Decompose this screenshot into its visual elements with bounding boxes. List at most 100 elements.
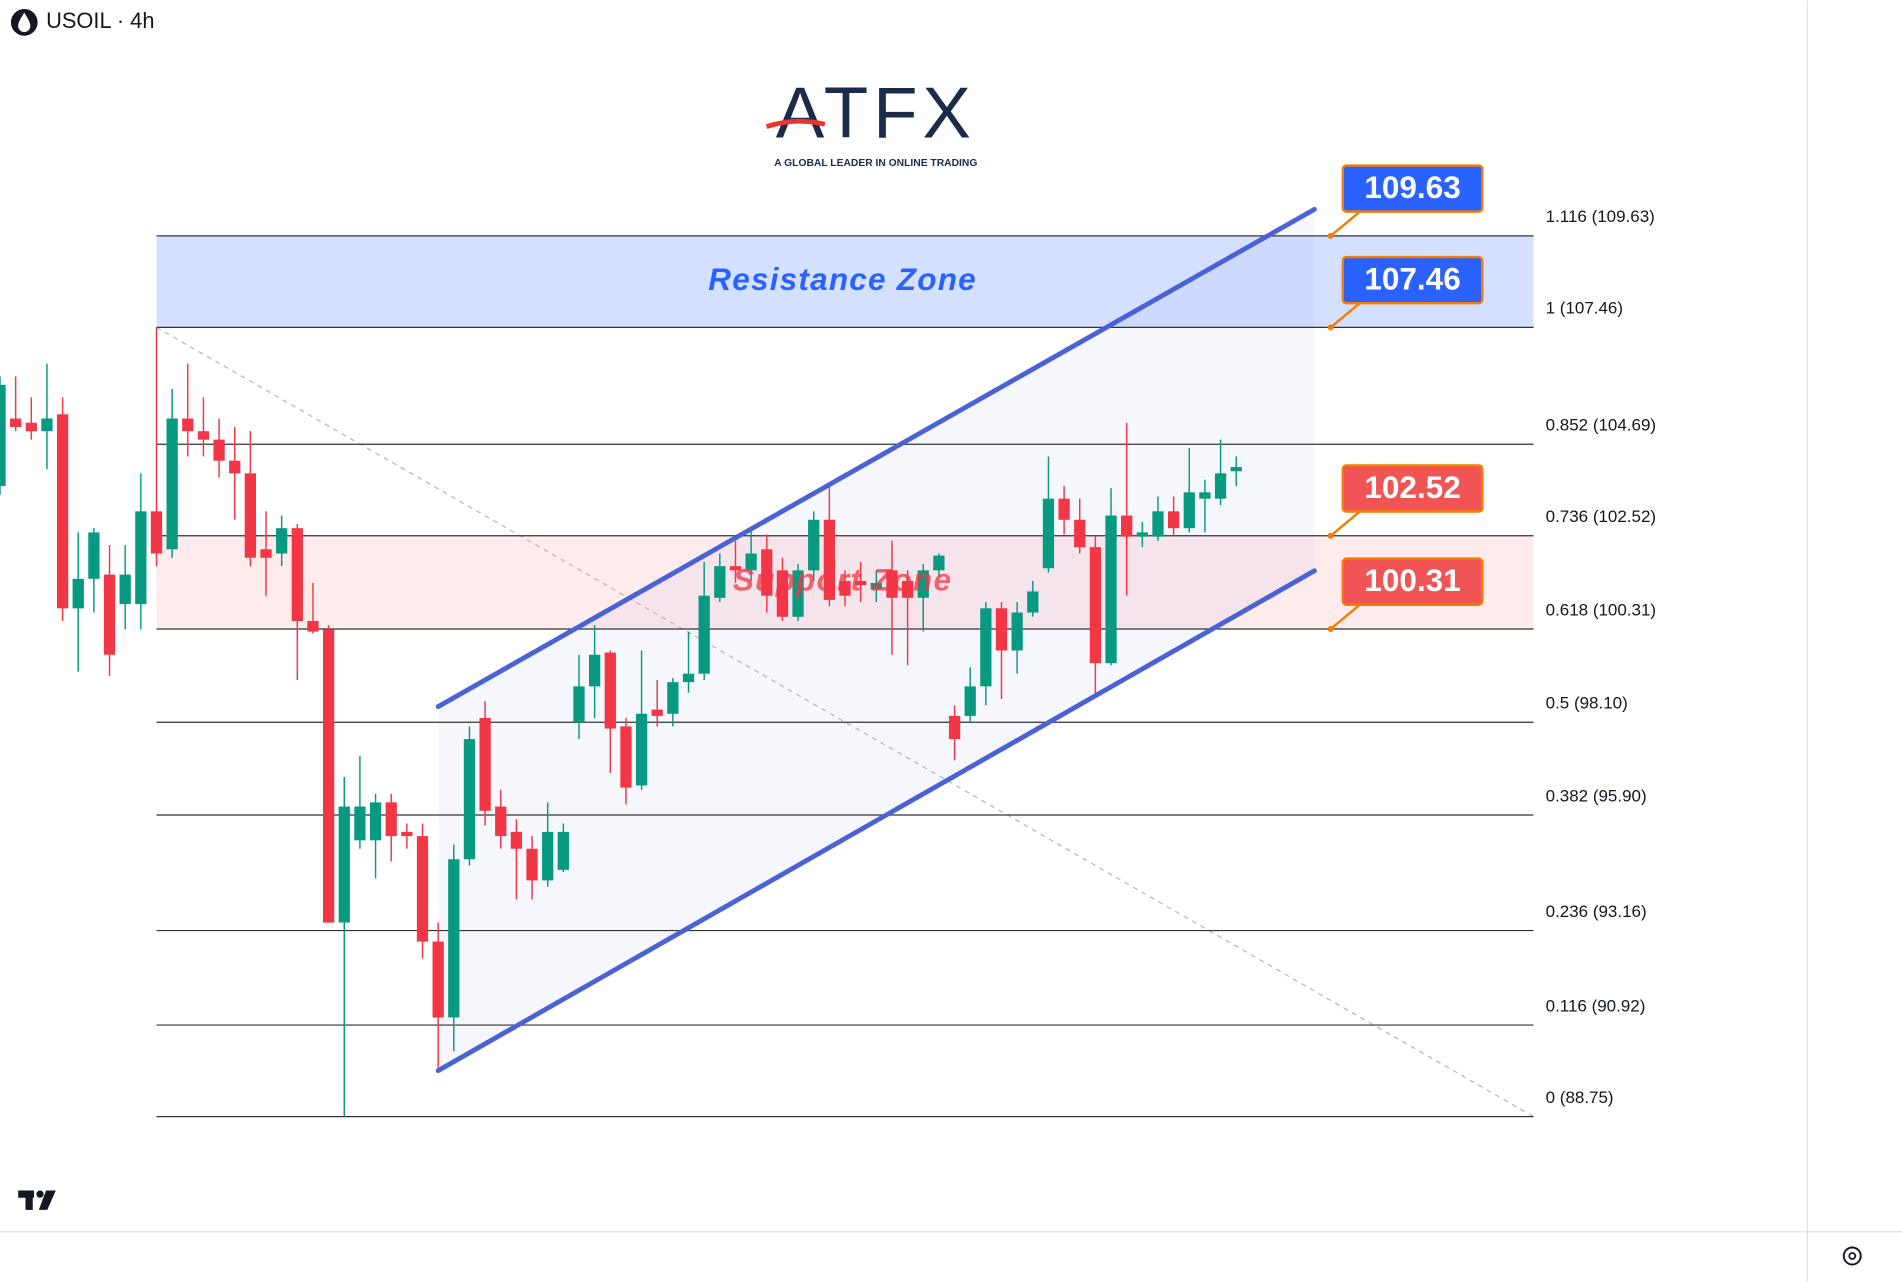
candle-body	[855, 580, 867, 586]
candle-body	[776, 570, 789, 617]
candle-body	[995, 608, 1008, 651]
candle-body	[1183, 492, 1195, 529]
candle-body	[651, 709, 663, 716]
candle-body	[1121, 515, 1133, 537]
candle-body	[792, 570, 804, 617]
logo-tagline: A GLOBAL LEADER IN ONLINE TRADING	[774, 158, 977, 169]
fib-label: 0 (88.75)	[1546, 1088, 1614, 1107]
candle-body	[604, 652, 616, 729]
candle-body	[260, 549, 272, 558]
candle-body	[432, 941, 444, 1018]
logo-swoosh	[765, 118, 826, 129]
candle-body	[213, 439, 225, 461]
channel-line	[435, 206, 1317, 710]
candle-body	[573, 686, 585, 723]
callout-box	[1341, 557, 1484, 606]
candle-body	[369, 802, 382, 841]
callout-anchor	[1327, 625, 1334, 633]
candle-body	[463, 739, 476, 860]
candle-body	[839, 580, 851, 596]
candle-body	[557, 831, 569, 870]
zone	[156, 235, 1534, 328]
candle-body	[307, 620, 319, 632]
candle-body	[682, 673, 695, 683]
fib-label: 1.116 (109.63)	[1546, 207, 1655, 226]
candle-body	[1152, 511, 1164, 537]
candle-body	[1167, 511, 1180, 529]
candle-body	[698, 595, 710, 674]
candle-body	[964, 686, 976, 716]
candle-body	[88, 532, 100, 579]
candle-body	[166, 418, 178, 550]
candle-body	[182, 418, 194, 432]
candle-body	[714, 566, 726, 598]
overlays: Resistance Zone Support Zone 1.116 (109.63…	[435, 164, 1656, 1107]
callout-label: 102.52	[1364, 469, 1460, 505]
channel-fill	[438, 209, 1315, 1071]
drop-icon	[18, 12, 31, 33]
candle-body	[1011, 612, 1023, 651]
channel-line	[435, 568, 1317, 1074]
fib-label: 0.5 (98.10)	[1546, 694, 1628, 713]
callout-label: 107.46	[1364, 261, 1460, 297]
tv-logo-part	[38, 1190, 56, 1210]
candle-body	[980, 608, 992, 687]
candle-body	[589, 654, 601, 687]
candle-body	[197, 431, 210, 440]
candle-body	[870, 583, 882, 590]
candle-body	[1136, 532, 1148, 537]
settings-icon[interactable]	[1842, 1246, 1862, 1266]
callout-connector	[1329, 210, 1361, 237]
candle-body	[1199, 492, 1211, 499]
callout-box	[1341, 255, 1484, 305]
candle-body	[1089, 547, 1102, 664]
callout-label: 100.31	[1364, 562, 1460, 598]
candle-body	[1074, 519, 1086, 548]
candle-body	[729, 566, 742, 571]
tv-logo	[18, 1190, 56, 1210]
callout-connector	[1329, 603, 1361, 630]
candle-body	[808, 519, 820, 571]
candle-body	[10, 418, 22, 427]
candle-body	[1058, 498, 1070, 520]
candle-body	[761, 549, 773, 596]
settings-button[interactable]	[1842, 1246, 1862, 1266]
candle-body	[495, 806, 507, 837]
fib-label: 1 (107.46)	[1546, 299, 1623, 318]
callout-anchor	[1327, 324, 1334, 331]
candle-body	[354, 806, 366, 841]
callout-box	[1341, 164, 1484, 213]
fib-label: 0.382 (95.90)	[1546, 786, 1647, 805]
candle-body	[338, 806, 350, 923]
trend-line	[156, 326, 1534, 1118]
candle-body	[1027, 591, 1039, 613]
logo: ATFX A GLOBAL LEADER IN ONLINE TRADING	[765, 72, 977, 169]
fib-label: 0.736 (102.52)	[1546, 507, 1656, 526]
candle-body	[510, 831, 523, 849]
candle-body	[244, 473, 257, 558]
settings-icon-center[interactable]	[1848, 1252, 1857, 1260]
candle-body	[0, 384, 6, 487]
callout-anchor	[1327, 532, 1334, 539]
candle-body	[620, 726, 632, 788]
callout-connector	[1329, 302, 1361, 329]
candle-body	[948, 715, 961, 740]
callout-box	[1341, 464, 1484, 513]
tv-logo-part	[25, 1190, 33, 1210]
candle-body	[150, 511, 163, 554]
candle-body	[385, 802, 397, 837]
candle-body	[479, 717, 491, 811]
annotations	[156, 209, 1534, 1118]
candle-body	[416, 836, 429, 942]
candle-body	[56, 414, 69, 609]
tv-logo-part	[36, 1190, 44, 1198]
candle-body	[119, 574, 131, 605]
candle-body	[135, 511, 147, 605]
candle-body	[933, 555, 945, 571]
candles	[0, 327, 1242, 1117]
candle-body	[229, 460, 241, 474]
candle-body	[401, 831, 413, 837]
candle-body	[25, 422, 37, 432]
fib-label: 0.852 (104.69)	[1546, 416, 1656, 435]
